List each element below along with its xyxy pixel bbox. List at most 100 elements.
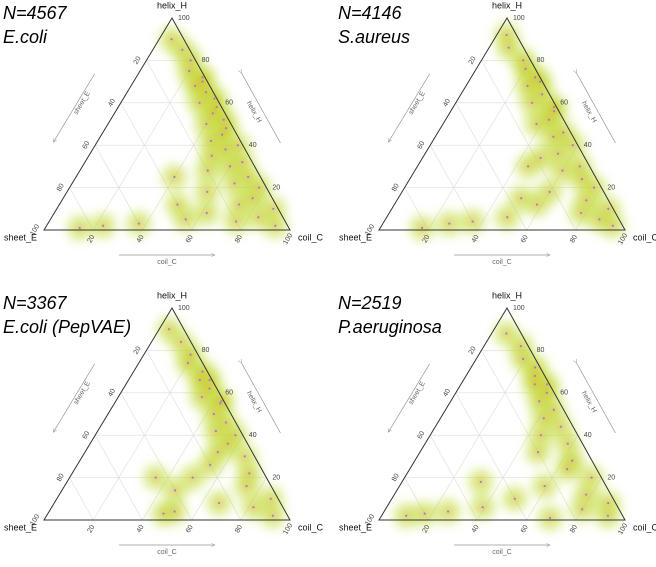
data-point	[539, 156, 542, 160]
axis-title: coil_C	[157, 549, 176, 556]
coil-tick-label: 60	[185, 524, 195, 534]
data-point	[243, 455, 246, 458]
data-point	[585, 493, 588, 496]
data-point	[522, 59, 525, 62]
axis-arrow	[53, 363, 95, 432]
data-point	[245, 484, 248, 488]
vertex-label: coil_C	[633, 232, 656, 242]
helix-tick-label: 40	[584, 142, 592, 149]
data-point	[224, 148, 227, 151]
sheet-tick-label: 60	[82, 140, 92, 150]
coil-tick-label: 60	[520, 524, 530, 534]
data-point	[209, 463, 212, 466]
data-point	[552, 110, 556, 113]
chart-title: N=3367	[3, 293, 68, 313]
coil-tick-label: 80	[569, 524, 579, 534]
data-point	[543, 484, 546, 488]
data-point	[234, 220, 238, 223]
data-point	[534, 366, 537, 369]
ternary-panel: N=2519 P.aeruginosa 20 40 60 80 100 20 40 60 80 100…	[338, 290, 656, 555]
data-point	[198, 378, 201, 382]
data-point	[526, 84, 529, 87]
axis-title: coil_C	[157, 259, 176, 266]
data-point	[534, 76, 537, 79]
sheet-tick-label: 40	[442, 388, 452, 398]
triangle-frame	[378, 17, 626, 231]
axis-arrow	[388, 73, 430, 142]
sheet-tick-label: 60	[417, 430, 427, 440]
data-point	[513, 497, 516, 500]
data-point	[524, 67, 527, 70]
data-point	[173, 175, 176, 179]
data-point	[598, 218, 601, 221]
data-point	[405, 514, 408, 517]
helix-tick-label: 100	[178, 15, 190, 22]
data-point	[606, 514, 609, 517]
chart-subtitle: S.aureus	[338, 27, 410, 47]
axis-arrow	[388, 363, 430, 432]
triangle-frame	[43, 307, 291, 521]
data-point	[212, 412, 215, 416]
data-point	[181, 48, 184, 51]
data-point	[226, 442, 229, 445]
helix-tick-label: 80	[202, 57, 210, 64]
coil-tick-label: 100	[282, 232, 294, 246]
data-point	[224, 127, 228, 130]
data-point	[581, 508, 584, 511]
coil-tick-label: 100	[617, 522, 629, 536]
coil-tick-label: 60	[185, 234, 195, 244]
data-point	[611, 224, 614, 227]
axis-title: helix_H	[580, 390, 597, 414]
data-point	[536, 451, 540, 454]
chart-subtitle: E.coli (PepVAE)	[3, 317, 131, 337]
data-point	[162, 512, 165, 515]
data-point	[556, 152, 560, 155]
data-point	[102, 224, 105, 227]
data-point	[257, 216, 260, 219]
data-point	[200, 395, 203, 399]
data-point	[216, 451, 219, 454]
data-point	[542, 417, 545, 420]
data-point	[519, 345, 522, 348]
sheet-tick-label: 40	[442, 98, 452, 108]
data-point	[205, 122, 208, 126]
data-point	[561, 169, 564, 172]
ternary-panel: N=4567 E.coli 20 40 60 80 100 20 40 60 80 100 20 40 60…	[3, 0, 324, 265]
data-point	[167, 328, 171, 331]
data-point	[274, 224, 277, 227]
data-point	[78, 226, 81, 229]
axis-arrow	[242, 73, 281, 144]
data-point	[607, 501, 610, 505]
data-point	[535, 203, 539, 206]
data-point	[607, 207, 610, 210]
chart-subtitle: P.aeruginosa	[338, 317, 442, 337]
vertex-label: coil_C	[633, 522, 656, 532]
sheet-tick-label: 80	[56, 473, 66, 483]
data-point	[179, 340, 183, 344]
grid-line	[92, 60, 196, 231]
sheet-tick-label: 100	[29, 513, 41, 527]
axis-title: coil_C	[492, 259, 511, 266]
data-point	[272, 207, 275, 210]
axis-title: helix_H	[580, 100, 597, 124]
sheet-tick-label: 40	[107, 388, 117, 398]
data-point	[471, 220, 474, 223]
data-point	[186, 362, 190, 365]
sheet-tick-label: 20	[133, 55, 143, 65]
coil-tick-label: 20	[422, 234, 432, 244]
data-point	[481, 506, 484, 509]
data-point	[541, 93, 544, 96]
data-point	[189, 353, 192, 356]
data-point	[547, 118, 550, 121]
triangle-frame	[43, 17, 291, 231]
data-point	[533, 374, 537, 377]
coil-tick-label: 80	[569, 234, 579, 244]
data-point	[191, 476, 194, 479]
vertex-label: sheet_E	[339, 522, 372, 532]
coil-tick-label: 40	[136, 524, 146, 534]
data-point	[571, 144, 574, 147]
helix-tick-label: 100	[178, 305, 190, 312]
helix-tick-label: 20	[272, 184, 280, 191]
helix-tick-label: 100	[513, 305, 525, 312]
